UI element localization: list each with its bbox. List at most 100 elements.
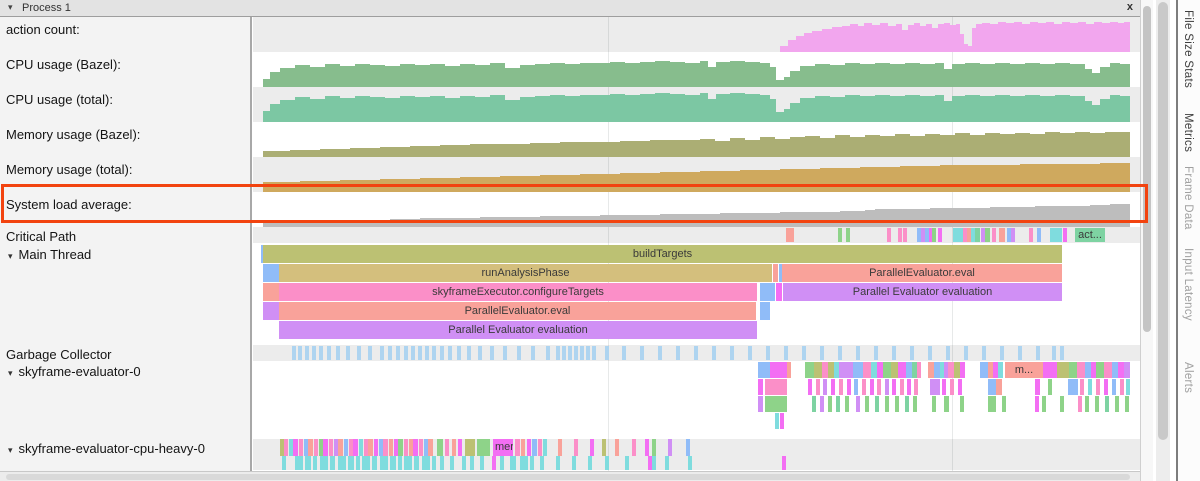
- tick-critical-path[interactable]: [975, 228, 980, 242]
- tick-skyframe-evaluator-cpu-heavy-0[interactable]: [605, 456, 609, 470]
- tick-skyframe-evaluator-0[interactable]: [885, 396, 889, 412]
- tick-skyframe-evaluator-0[interactable]: [917, 362, 921, 378]
- tick-skyframe-evaluator-0[interactable]: [770, 362, 787, 378]
- tick-skyframe-evaluator-cpu-heavy-0[interactable]: [510, 456, 516, 470]
- tick-garbage-collector[interactable]: [448, 346, 452, 360]
- tick-skyframe-evaluator-cpu-heavy-0[interactable]: [364, 439, 368, 456]
- tick-skyframe-evaluator-0[interactable]: [988, 379, 996, 395]
- tick-garbage-collector[interactable]: [305, 346, 309, 360]
- tick-skyframe-evaluator-0[interactable]: [1105, 396, 1109, 412]
- tick-skyframe-evaluator-0[interactable]: [914, 379, 918, 395]
- tick-skyframe-evaluator-cpu-heavy-0[interactable]: [520, 456, 528, 470]
- tick-skyframe-evaluator-0[interactable]: [775, 413, 779, 429]
- tick-garbage-collector[interactable]: [982, 346, 986, 360]
- tick-skyframe-evaluator-cpu-heavy-0[interactable]: [480, 456, 484, 470]
- tick-skyframe-evaluator-0[interactable]: [1080, 379, 1084, 395]
- tick-skyframe-evaluator-cpu-heavy-0[interactable]: [652, 439, 656, 456]
- tick-skyframe-evaluator-cpu-heavy-0[interactable]: [295, 456, 303, 470]
- tick-skyframe-evaluator-0[interactable]: [822, 362, 828, 378]
- tab-frame-data[interactable]: Frame Data: [1182, 166, 1194, 230]
- tick-skyframe-evaluator-0[interactable]: [1042, 396, 1046, 412]
- tick-garbage-collector[interactable]: [546, 346, 550, 360]
- tick-garbage-collector[interactable]: [556, 346, 560, 360]
- tick-main-thread[interactable]: [773, 264, 778, 282]
- tick-critical-path[interactable]: [992, 228, 996, 242]
- tick-skyframe-evaluator-0[interactable]: [950, 379, 954, 395]
- tick-critical-path[interactable]: [967, 228, 971, 242]
- tick-skyframe-evaluator-cpu-heavy-0[interactable]: [462, 456, 466, 470]
- tick-skyframe-evaluator-0[interactable]: [948, 362, 954, 378]
- tick-skyframe-evaluator-0[interactable]: [828, 396, 832, 412]
- tick-critical-path[interactable]: [887, 228, 891, 242]
- tab-file-size-stats[interactable]: File Size Stats: [1182, 10, 1194, 88]
- tick-skyframe-evaluator-0[interactable]: [980, 362, 988, 378]
- tick-skyframe-evaluator-cpu-heavy-0[interactable]: [338, 456, 346, 470]
- track-label-skyframe-evaluator-0[interactable]: ▾ skyframe-evaluator-0: [8, 364, 141, 379]
- tick-skyframe-evaluator-0[interactable]: [930, 379, 940, 395]
- tick-skyframe-evaluator-0[interactable]: [1104, 379, 1108, 395]
- tick-skyframe-evaluator-0[interactable]: [805, 362, 814, 378]
- tick-skyframe-evaluator-0[interactable]: [780, 413, 784, 429]
- expand-triangle-icon[interactable]: ▾: [8, 368, 13, 378]
- tick-garbage-collector[interactable]: [562, 346, 566, 360]
- tick-garbage-collector[interactable]: [694, 346, 698, 360]
- tick-garbage-collector[interactable]: [319, 346, 323, 360]
- tick-skyframe-evaluator-0[interactable]: [912, 362, 917, 378]
- tick-skyframe-evaluator-cpu-heavy-0[interactable]: [424, 439, 428, 456]
- tick-skyframe-evaluator-0[interactable]: [814, 362, 822, 378]
- tick-garbage-collector[interactable]: [432, 346, 436, 360]
- counter-chart[interactable]: [253, 87, 1140, 122]
- tick-critical-path[interactable]: [846, 228, 850, 242]
- tick-skyframe-evaluator-0[interactable]: [877, 379, 881, 395]
- tick-skyframe-evaluator-cpu-heavy-0[interactable]: [602, 439, 606, 456]
- tick-garbage-collector[interactable]: [784, 346, 788, 360]
- tick-garbage-collector[interactable]: [478, 346, 482, 360]
- tick-skyframe-evaluator-0[interactable]: [1126, 379, 1130, 395]
- tick-skyframe-evaluator-cpu-heavy-0[interactable]: [372, 456, 377, 470]
- tick-skyframe-evaluator-0[interactable]: [1048, 379, 1052, 395]
- tick-skyframe-evaluator-0[interactable]: [1118, 362, 1124, 378]
- tick-garbage-collector[interactable]: [1000, 346, 1004, 360]
- vertical-scrollbar[interactable]: [1141, 0, 1153, 481]
- tick-garbage-collector[interactable]: [586, 346, 590, 360]
- tick-garbage-collector[interactable]: [357, 346, 361, 360]
- tick-skyframe-evaluator-cpu-heavy-0[interactable]: [314, 439, 318, 456]
- tick-skyframe-evaluator-0[interactable]: [787, 362, 791, 378]
- tick-skyframe-evaluator-cpu-heavy-0[interactable]: [368, 439, 373, 456]
- tick-critical-path[interactable]: [999, 228, 1005, 242]
- tick-skyframe-evaluator-0[interactable]: [944, 396, 949, 412]
- tick-skyframe-evaluator-0[interactable]: [1096, 379, 1100, 395]
- tick-skyframe-evaluator-0[interactable]: [1088, 379, 1092, 395]
- tick-skyframe-evaluator-cpu-heavy-0[interactable]: [432, 456, 436, 470]
- slice-main-thread[interactable]: Parallel Evaluator evaluation: [783, 283, 1062, 301]
- tick-main-thread[interactable]: [760, 302, 770, 320]
- tick-garbage-collector[interactable]: [298, 346, 302, 360]
- track-label-skyframe-evaluator-cpu-heavy-0[interactable]: ▾ skyframe-evaluator-cpu-heavy-0: [8, 441, 205, 456]
- page-scrollbar-thumb[interactable]: [1158, 2, 1168, 440]
- tick-critical-path[interactable]: [786, 228, 794, 242]
- tick-skyframe-evaluator-0[interactable]: [928, 362, 934, 378]
- tick-garbage-collector[interactable]: [418, 346, 422, 360]
- tick-skyframe-evaluator-cpu-heavy-0[interactable]: [390, 456, 396, 470]
- tick-garbage-collector[interactable]: [910, 346, 914, 360]
- tick-garbage-collector[interactable]: [490, 346, 494, 360]
- tick-critical-path[interactable]: [1063, 228, 1067, 242]
- tick-garbage-collector[interactable]: [388, 346, 392, 360]
- tick-skyframe-evaluator-0[interactable]: [1120, 379, 1124, 395]
- tick-skyframe-evaluator-cpu-heavy-0[interactable]: [538, 439, 542, 456]
- tick-skyframe-evaluator-cpu-heavy-0[interactable]: [532, 439, 537, 456]
- tick-skyframe-evaluator-cpu-heavy-0[interactable]: [379, 439, 383, 456]
- tick-skyframe-evaluator-0[interactable]: [1077, 362, 1085, 378]
- tick-skyframe-evaluator-cpu-heavy-0[interactable]: [413, 439, 418, 456]
- tick-skyframe-evaluator-cpu-heavy-0[interactable]: [323, 439, 328, 456]
- tick-skyframe-evaluator-0[interactable]: [944, 362, 948, 378]
- tick-skyframe-evaluator-0[interactable]: [875, 396, 879, 412]
- tick-garbage-collector[interactable]: [568, 346, 572, 360]
- tick-skyframe-evaluator-cpu-heavy-0[interactable]: [445, 439, 449, 456]
- tick-skyframe-evaluator-cpu-heavy-0[interactable]: [299, 439, 303, 456]
- tick-skyframe-evaluator-cpu-heavy-0[interactable]: [515, 439, 520, 456]
- tick-garbage-collector[interactable]: [574, 346, 578, 360]
- tick-skyframe-evaluator-cpu-heavy-0[interactable]: [293, 439, 298, 456]
- tick-skyframe-evaluator-cpu-heavy-0[interactable]: [419, 439, 423, 456]
- tick-critical-path[interactable]: [1050, 228, 1062, 242]
